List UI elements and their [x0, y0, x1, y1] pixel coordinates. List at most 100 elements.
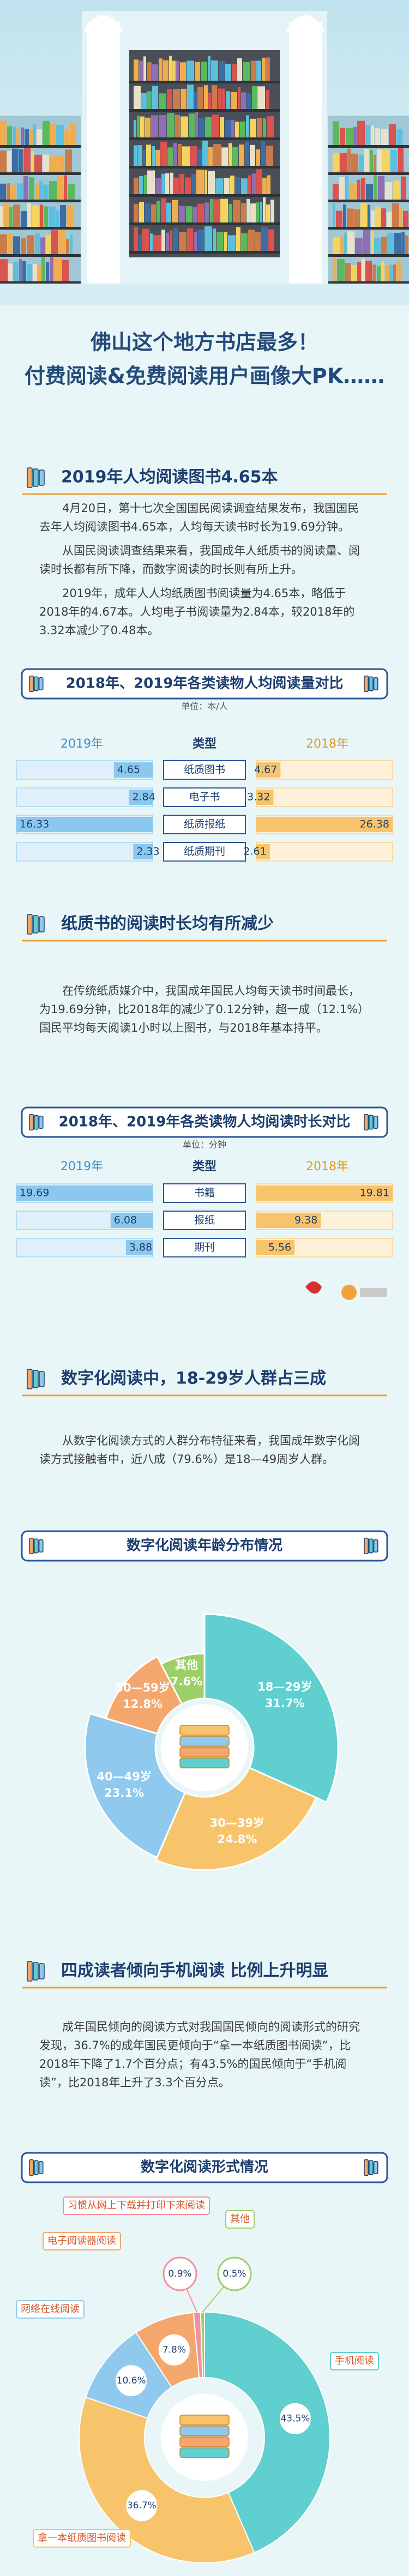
book [224, 178, 230, 194]
book-icon [179, 1758, 230, 1768]
book [263, 197, 266, 222]
book [146, 145, 151, 166]
book [389, 124, 396, 145]
book [167, 147, 173, 166]
book [235, 122, 239, 137]
book [236, 227, 240, 251]
rose-slice [154, 1766, 317, 1871]
book [241, 233, 248, 251]
category-box [163, 787, 246, 807]
book [197, 203, 204, 222]
slice-label: 50—59岁 [115, 1681, 170, 1694]
book [241, 178, 248, 194]
book [191, 174, 196, 194]
book [394, 232, 401, 254]
book [241, 203, 246, 222]
book [347, 208, 353, 227]
book [202, 140, 208, 166]
book [33, 264, 37, 281]
book [401, 231, 405, 254]
rose-slice [203, 1613, 339, 1804]
book [378, 176, 384, 200]
book [58, 230, 65, 254]
book [347, 148, 351, 172]
book [159, 93, 166, 109]
book [12, 148, 19, 172]
book [46, 234, 51, 254]
book [194, 92, 197, 109]
book [19, 259, 22, 281]
book-icon [29, 1114, 34, 1131]
book [66, 239, 69, 254]
book [374, 175, 377, 200]
rose-slice [160, 1652, 206, 1706]
book [7, 125, 12, 145]
bar [256, 790, 274, 805]
book [361, 178, 365, 200]
bar [256, 844, 270, 859]
value-label: 0.9% [168, 2268, 191, 2279]
book [179, 174, 184, 194]
book [13, 204, 20, 227]
book-icon [364, 1114, 369, 1131]
slice-label: 18—29岁 [257, 1681, 312, 1694]
book [195, 62, 200, 81]
book [196, 170, 204, 194]
value-label: 36.7% [127, 2500, 157, 2511]
chart-title: 数字化阅读形式情况 [141, 2159, 268, 2176]
value-label: 26.38 [360, 818, 389, 830]
bar [125, 1240, 153, 1255]
book [24, 148, 31, 172]
book [165, 173, 169, 194]
book [250, 118, 256, 137]
book [333, 184, 339, 200]
column-header: 类型 [193, 1160, 216, 1173]
chart-subtitle: 单位：本/人 [181, 701, 227, 712]
shelf-board [0, 281, 81, 284]
slice-label: 网络在线阅读 [21, 2303, 80, 2315]
book [152, 146, 155, 166]
book [0, 234, 7, 254]
book-icon [179, 1747, 230, 1758]
shelf-board [0, 254, 81, 257]
slice-label: 习惯从网上下载并打印下来阅读 [68, 2200, 205, 2211]
book [270, 200, 274, 222]
book [245, 142, 249, 166]
chart-subtitle: 单位：分钟 [183, 1140, 226, 1150]
shelf-board [328, 281, 409, 284]
book [187, 85, 194, 109]
value-label: 7.6% [171, 1675, 202, 1688]
value-label: 43.5% [280, 2414, 310, 2424]
book [238, 87, 240, 109]
book [257, 86, 265, 109]
category-box [163, 1211, 246, 1230]
book [225, 120, 231, 137]
book-icon [29, 675, 34, 693]
book [142, 228, 149, 251]
chart-banner [21, 2152, 388, 2183]
book [0, 206, 3, 227]
book [231, 92, 237, 109]
book [176, 61, 179, 81]
book [387, 233, 394, 254]
shelf-board [129, 222, 280, 225]
value-bubble [124, 2488, 159, 2523]
book [153, 235, 161, 251]
book [216, 232, 223, 251]
value-label: 4.65 [117, 764, 140, 776]
book [139, 201, 144, 222]
book [175, 115, 180, 137]
book [198, 148, 202, 166]
book [31, 151, 34, 172]
value-label: 2.33 [136, 846, 159, 858]
book-icon [39, 1371, 45, 1387]
chart-banner [21, 1530, 388, 1562]
book [152, 86, 158, 109]
book [43, 154, 49, 172]
book [0, 183, 6, 200]
shelf-board [129, 251, 280, 254]
book [345, 263, 351, 281]
book-icon [34, 676, 39, 691]
book [160, 141, 167, 166]
value-label: 31.7% [265, 1697, 305, 1710]
